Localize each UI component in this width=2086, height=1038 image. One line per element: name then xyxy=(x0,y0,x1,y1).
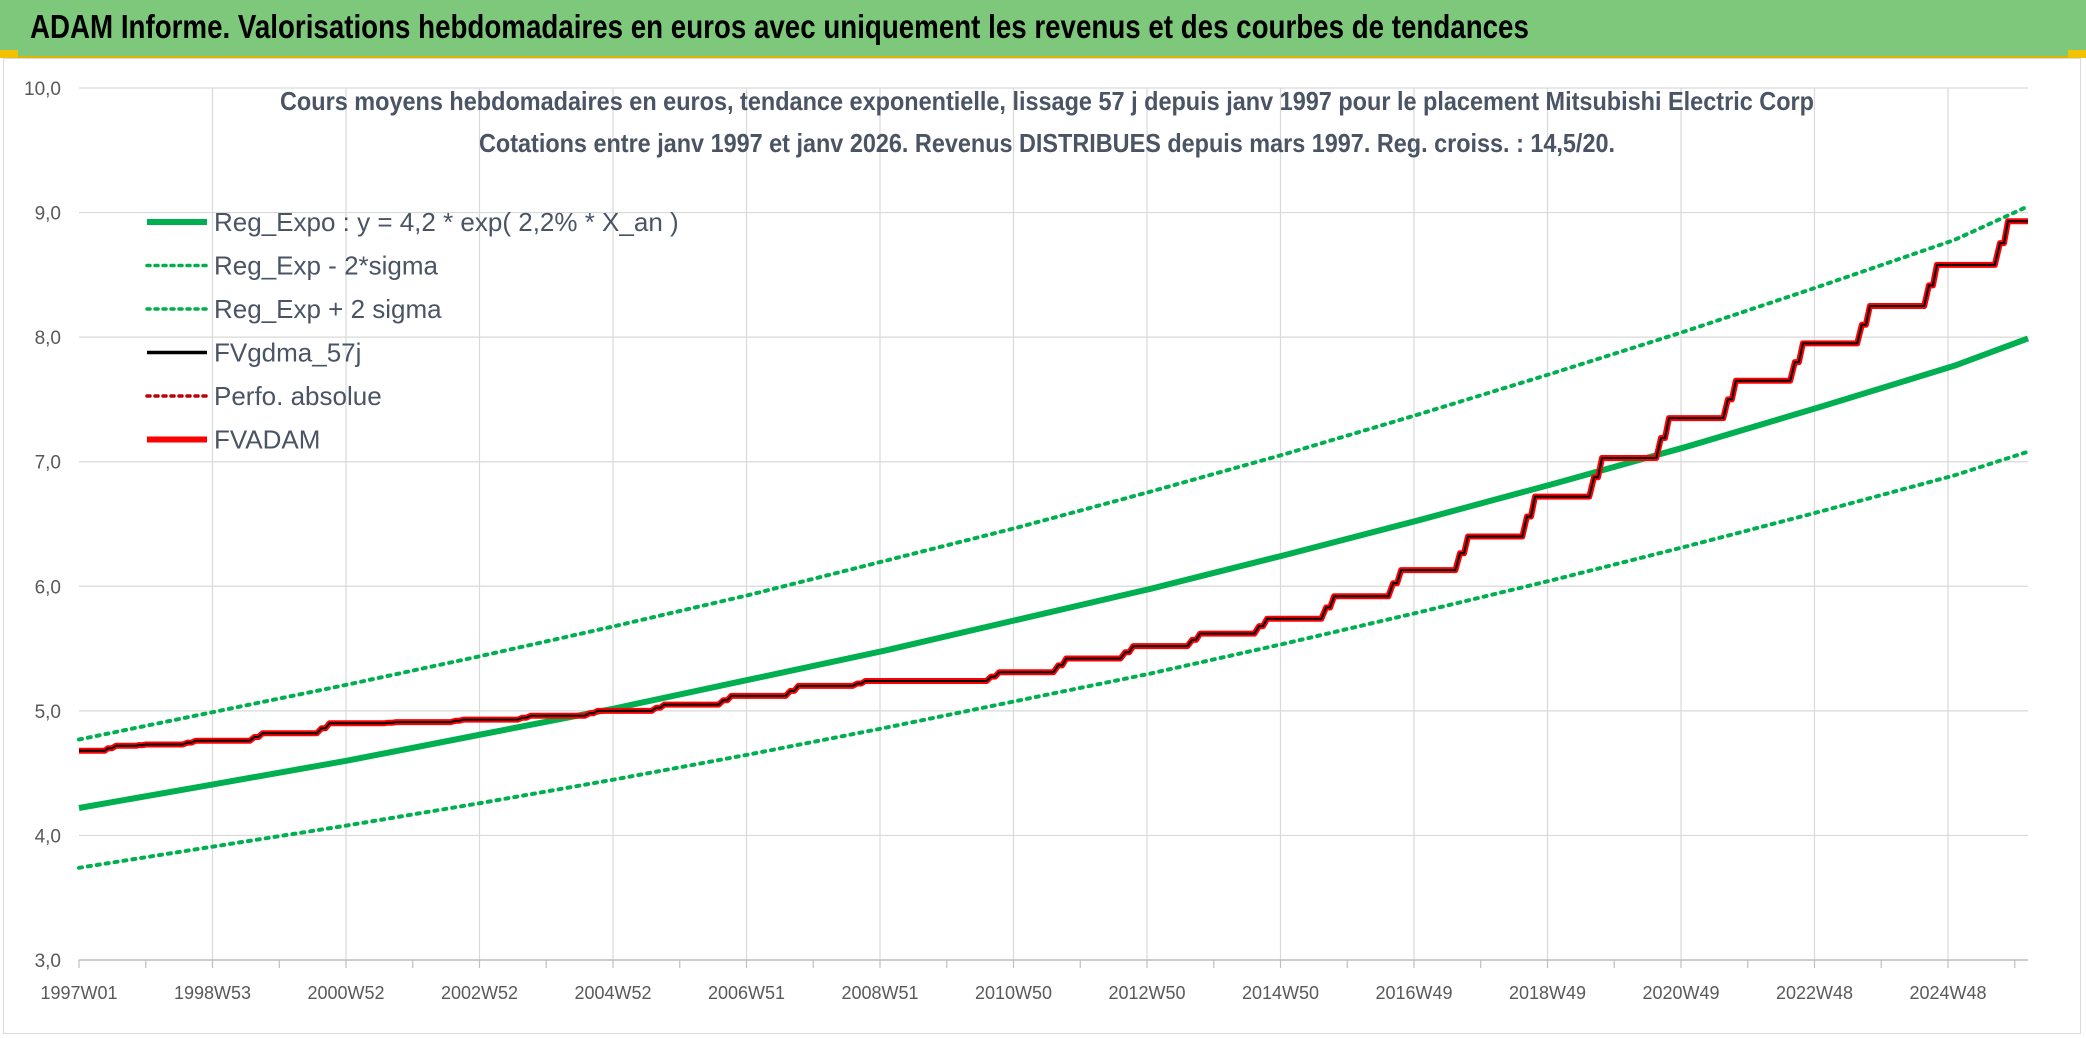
y-tick-label: 6,0 xyxy=(35,577,61,598)
y-tick-label: 5,0 xyxy=(35,702,61,723)
series-reg-exp-plus xyxy=(77,204,2030,742)
series-fvgdma xyxy=(79,220,2028,752)
x-tick-label: 2000W52 xyxy=(307,983,384,1003)
corner-marker-right xyxy=(2068,50,2086,58)
legend-label: Reg_Expo : y = 4,2 * exp( 2,2% * X_an ) xyxy=(214,207,679,237)
report-title: ADAM Informe. Valorisations hebdomadaire… xyxy=(30,8,1529,45)
series-reg-expo xyxy=(78,335,2030,811)
y-tick-label: 3,0 xyxy=(35,951,61,972)
x-tick-label: 2004W52 xyxy=(574,983,651,1003)
chart-area: 3,0 4,0 5,0 6,0 7,0 8,0 9,0 10,0 1997W01 1998W53 2… xyxy=(3,58,2081,1034)
x-tick-label: 2016W49 xyxy=(1375,983,1452,1003)
x-tick-label: 2018W49 xyxy=(1509,983,1586,1003)
y-tick-label: 4,0 xyxy=(35,826,61,847)
chart-title-line-2: Cotations entre janv 1997 et janv 2026. … xyxy=(479,128,1615,158)
chart-title: Cours moyens hebdomadaires en euros, ten… xyxy=(280,86,1814,158)
axes: 3,0 4,0 5,0 6,0 7,0 8,0 9,0 10,0 1997W01 1998W53 2… xyxy=(24,79,2028,1003)
x-tick-label: 2022W48 xyxy=(1776,983,1853,1003)
y-tick-label: 9,0 xyxy=(35,204,61,225)
series xyxy=(77,204,2030,870)
x-tick-label: 2002W52 xyxy=(441,983,518,1003)
x-tick-label: 2010W50 xyxy=(975,983,1052,1003)
report-header: ADAM Informe. Valorisations hebdomadaire… xyxy=(0,0,2086,58)
x-tick-label: 2006W51 xyxy=(708,983,785,1003)
legend-label: Perfo. absolue xyxy=(214,381,382,411)
legend-label: FVADAM xyxy=(214,425,320,455)
x-tick-label: 2020W49 xyxy=(1642,983,1719,1003)
legend: Reg_Expo : y = 4,2 * exp( 2,2% * X_an ) R… xyxy=(145,207,679,455)
x-tick-label: 2008W51 xyxy=(841,983,918,1003)
chart-title-line-1: Cours moyens hebdomadaires en euros, ten… xyxy=(280,86,1814,116)
y-tick-label: 7,0 xyxy=(35,453,61,474)
legend-label: Reg_Exp + 2 sigma xyxy=(214,294,442,324)
x-tick-label: 2014W50 xyxy=(1242,983,1319,1003)
x-tick-label: 1997W01 xyxy=(40,983,117,1003)
y-tick-label: 8,0 xyxy=(35,328,61,349)
x-tick-label: 2024W48 xyxy=(1909,983,1986,1003)
x-tick-label: 1998W53 xyxy=(174,983,251,1003)
legend-label: Reg_Exp - 2*sigma xyxy=(214,251,439,281)
corner-marker-left xyxy=(0,50,18,58)
y-tick-label: 10,0 xyxy=(24,79,61,100)
series-reg-exp-minus xyxy=(77,449,2030,870)
x-tick-label: 2012W50 xyxy=(1108,983,1185,1003)
legend-label: FVgdma_57j xyxy=(214,338,361,368)
chart-svg: 3,0 4,0 5,0 6,0 7,0 8,0 9,0 10,0 1997W01 1998W53 2… xyxy=(24,79,2030,1003)
